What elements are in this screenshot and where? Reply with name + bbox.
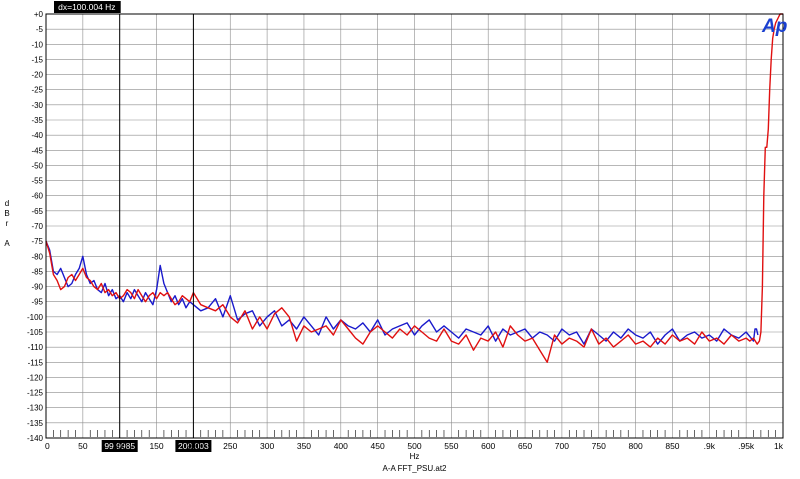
x-tick-label: 100 bbox=[113, 441, 127, 451]
y-axis-label-char: r bbox=[6, 219, 9, 228]
y-tick-labels: +0 -5 -10 -15 -20 -25 -30 -35 -40 -45 -50 -55 -60 -65… bbox=[27, 10, 44, 443]
y-tick-label: -125 bbox=[27, 389, 44, 398]
y-tick-label: -95 bbox=[31, 298, 43, 307]
y-tick-label: -115 bbox=[28, 358, 44, 367]
x-tick-label: 700 bbox=[555, 441, 569, 451]
y-tick-label: -20 bbox=[31, 71, 43, 80]
y-tick-label: -85 bbox=[31, 267, 43, 276]
y-tick-label: -75 bbox=[31, 237, 43, 246]
y-tick-label: -65 bbox=[31, 207, 43, 216]
y-tick-label: -10 bbox=[31, 40, 43, 49]
cursor-2-label-box[interactable] bbox=[175, 440, 212, 452]
x-tick-label: 850 bbox=[665, 441, 679, 451]
ap-logo: Ap bbox=[761, 16, 787, 37]
x-tick-label: 500 bbox=[407, 441, 421, 451]
x-tick-label: 50 bbox=[78, 441, 88, 451]
x-tick-labels: 0 50 100 150 200 250 300 350 400 450 500 550 600 650 7… bbox=[45, 441, 784, 451]
x-tick-label: 300 bbox=[260, 441, 274, 451]
y-tick-label: -45 bbox=[31, 146, 43, 155]
x-tick-label: 650 bbox=[518, 441, 532, 451]
y-tick-label: -5 bbox=[36, 25, 44, 34]
y-tick-label: -55 bbox=[31, 177, 43, 186]
cursor-1-label: 99.9985 bbox=[104, 441, 135, 451]
x-tick-label: 750 bbox=[592, 441, 606, 451]
y-tick-label: -120 bbox=[27, 373, 44, 382]
series-group bbox=[45, 13, 783, 363]
cursor-1-label-box[interactable] bbox=[101, 440, 138, 452]
y-tick-label: -15 bbox=[31, 55, 43, 64]
x-tick-label: 200 bbox=[186, 441, 200, 451]
x-axis-label: Hz bbox=[410, 452, 420, 461]
x-tick-label: 400 bbox=[334, 441, 348, 451]
x-tick-label: 250 bbox=[223, 441, 237, 451]
y-tick-label: -60 bbox=[31, 192, 43, 201]
y-tick-label: -80 bbox=[31, 252, 43, 261]
x-tick-label: .9k bbox=[704, 441, 716, 451]
x-tick-label: 150 bbox=[149, 441, 163, 451]
y-axis-label: dBr A bbox=[4, 199, 10, 248]
y-tick-label: +0 bbox=[34, 10, 44, 19]
y-axis-label-char: B bbox=[4, 209, 9, 218]
x-tick-label: .95k bbox=[738, 441, 755, 451]
y-axis-label-char: d bbox=[5, 199, 9, 208]
red-series-line bbox=[45, 13, 783, 363]
y-tick-label: -140 bbox=[27, 434, 44, 443]
plot-frame bbox=[45, 13, 784, 439]
y-tick-label: -110 bbox=[28, 343, 44, 352]
cursor-group[interactable]: 99.9985 200.003 dx=100.004 Hz bbox=[54, 1, 212, 452]
y-tick-label: -90 bbox=[31, 283, 43, 292]
x-tick-label: 600 bbox=[481, 441, 495, 451]
y-tick-label: -25 bbox=[31, 86, 43, 95]
y-tick-label: -40 bbox=[31, 131, 43, 140]
blue-series-line bbox=[45, 240, 759, 345]
y-tick-label: -35 bbox=[31, 116, 43, 125]
y-tick-label: -50 bbox=[31, 161, 43, 170]
x-tick-label: 550 bbox=[444, 441, 458, 451]
y-tick-label: -70 bbox=[31, 222, 43, 231]
x-tick-label: 350 bbox=[297, 441, 311, 451]
x-tick-label: 0 bbox=[45, 441, 50, 451]
dx-label: dx=100.004 Hz bbox=[58, 2, 115, 12]
y-tick-label: -100 bbox=[27, 313, 44, 322]
grid bbox=[45, 13, 784, 439]
footer-filename: A-A FFT_PSU.at2 bbox=[382, 464, 447, 473]
cursor-2-label: 200.003 bbox=[178, 441, 209, 451]
y-tick-label: -30 bbox=[31, 101, 43, 110]
y-tick-label: -135 bbox=[27, 419, 44, 428]
dx-label-box bbox=[54, 1, 121, 13]
minor-ticks bbox=[53, 430, 776, 437]
y-axis-label-char: A bbox=[4, 239, 10, 248]
y-tick-label: -105 bbox=[27, 328, 44, 337]
x-tick-label: 450 bbox=[371, 441, 385, 451]
x-tick-label: 800 bbox=[629, 441, 643, 451]
x-tick-label: 1k bbox=[774, 441, 784, 451]
y-tick-label: -130 bbox=[27, 404, 44, 413]
